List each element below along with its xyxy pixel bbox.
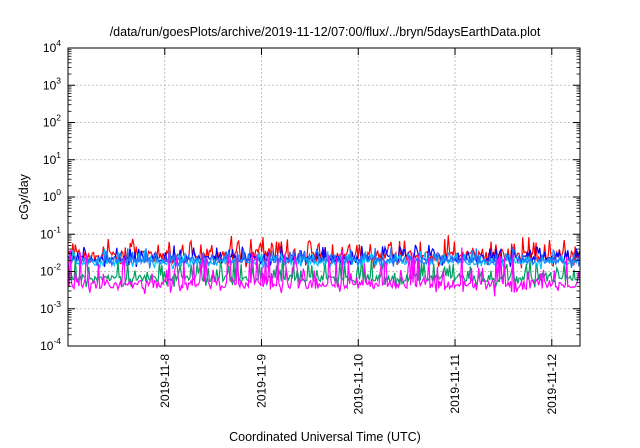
x-tick-label: 2019-11-9 xyxy=(255,354,269,408)
y-tick-label: 10-1 xyxy=(40,224,61,241)
series-group xyxy=(67,235,581,297)
y-tick-label: 100 xyxy=(43,187,61,204)
series-line xyxy=(67,246,581,269)
y-tick-label: 104 xyxy=(43,38,61,55)
series-line xyxy=(67,247,581,297)
chart-title: /data/run/goesPlots/archive/2019-11-12/0… xyxy=(110,25,541,39)
y-tick-label: 10-3 xyxy=(40,299,61,316)
y-tick-label: 103 xyxy=(43,75,61,92)
x-tick-label: 2019-11-12 xyxy=(545,354,559,415)
x-axis-label: Coordinated Universal Time (UTC) xyxy=(229,430,421,444)
y-axis-label: cGy/day xyxy=(17,173,31,220)
x-tick-label: 2019-11-11 xyxy=(448,354,462,414)
y-tick-label: 10-2 xyxy=(40,262,61,279)
grid xyxy=(68,48,580,346)
series-line xyxy=(67,248,581,270)
y-tick-label: 101 xyxy=(43,150,61,167)
x-tick-label: 2019-11-8 xyxy=(158,354,172,408)
y-axis: 10-4 10-3 10-2 10-1 100 101 102 103 104 xyxy=(40,38,580,353)
y-tick-label: 102 xyxy=(43,113,61,130)
y-tick-label: 10-4 xyxy=(40,336,61,353)
x-tick-label: 2019-11-10 xyxy=(351,354,365,415)
x-axis: 2019-11-8 2019-11-9 2019-11-10 2019-11-11 20… xyxy=(158,48,559,415)
